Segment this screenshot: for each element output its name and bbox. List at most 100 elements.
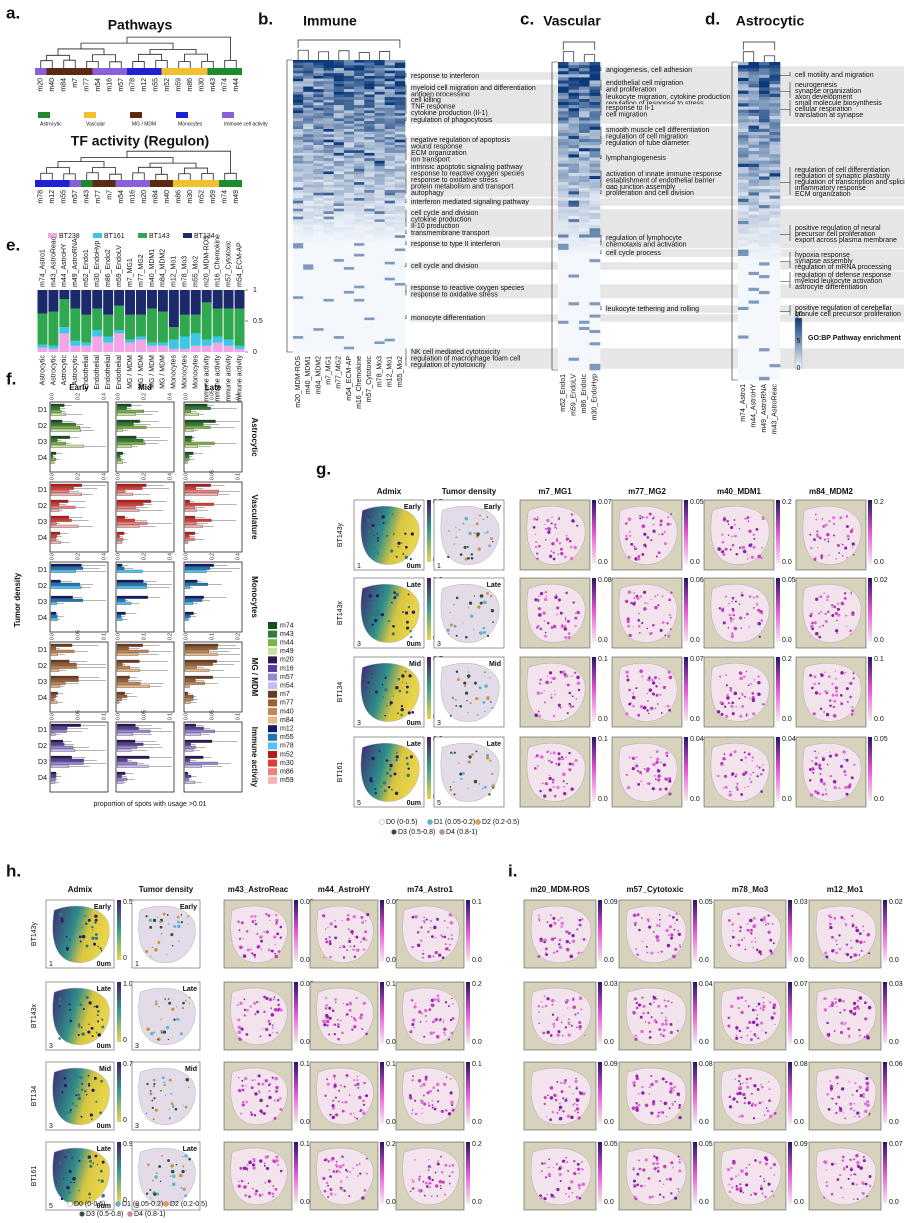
spot	[88, 1155, 91, 1158]
spot	[361, 916, 364, 919]
heatmap-cell	[385, 288, 395, 291]
leaf-label: m12	[141, 78, 148, 92]
spot	[61, 1091, 63, 1093]
group-color-cell	[173, 180, 185, 187]
spot	[753, 607, 755, 609]
heatmap-cell	[759, 250, 770, 253]
heatmap-cell	[354, 161, 364, 164]
heatmap-cell	[738, 326, 749, 329]
box	[185, 775, 191, 778]
heatmap-cell	[738, 275, 749, 278]
spot	[757, 675, 759, 677]
heatmap-cell	[313, 87, 323, 90]
heatmap-cell	[590, 253, 601, 256]
heatmap-cell	[558, 68, 569, 71]
heatmap-cell	[558, 265, 569, 268]
spot	[646, 767, 649, 770]
heatmap-cell	[770, 68, 781, 71]
heatmap-cell	[354, 60, 364, 63]
spot	[479, 686, 482, 689]
heatmap-cell	[579, 299, 590, 302]
colorbar-min: 0.0	[598, 637, 608, 644]
panel-letter: e.	[6, 235, 20, 254]
stage-tag: Late	[487, 741, 502, 748]
dendrogram-branch	[81, 43, 173, 49]
spot	[740, 547, 742, 549]
spot	[356, 1083, 359, 1086]
colorbar	[117, 982, 121, 1042]
spot	[420, 1085, 422, 1087]
spot	[665, 752, 668, 755]
tissue-map	[310, 1062, 378, 1130]
heatmap-cell	[324, 317, 334, 320]
heatmap-cell	[313, 79, 323, 82]
heatmap-cell	[569, 105, 580, 108]
heatmap-cell	[303, 171, 313, 174]
heatmap-cell	[293, 87, 303, 90]
heatmap-cell	[374, 248, 384, 251]
spot	[645, 603, 646, 604]
heatmap-cell	[759, 208, 770, 211]
spot	[397, 542, 400, 545]
heatmap-cell	[293, 254, 303, 257]
spot	[372, 613, 376, 617]
box	[185, 426, 210, 429]
spot	[363, 1189, 366, 1192]
heatmap-cell	[749, 266, 760, 269]
heatmap-cell	[569, 127, 580, 130]
spot	[273, 1196, 274, 1197]
heatmap-cell	[334, 251, 344, 254]
bar-segment	[191, 333, 201, 345]
x-tick-label: 0.0	[49, 713, 55, 720]
heatmap-cell	[313, 278, 323, 281]
spot	[408, 674, 411, 677]
spot	[252, 1163, 255, 1166]
spot	[719, 548, 721, 550]
heatmap-cell	[569, 333, 580, 336]
heatmap-cell	[770, 87, 781, 90]
heatmap-cell	[334, 333, 344, 336]
heatmap-cell	[385, 60, 395, 63]
heatmap-cell	[385, 278, 395, 281]
spot	[401, 705, 403, 707]
heatmap-cell	[558, 127, 569, 130]
spot	[853, 612, 854, 613]
legend-label: m74	[280, 622, 294, 629]
heatmap-cell	[770, 62, 781, 65]
heatmap-cell	[590, 74, 601, 77]
spot	[266, 1105, 268, 1107]
spot	[750, 683, 752, 685]
x-tick-label: 0.1	[167, 713, 173, 720]
leaf-label: m7	[107, 190, 114, 200]
spot	[570, 557, 573, 560]
spot	[175, 1108, 178, 1111]
heatmap-cell	[569, 142, 580, 145]
heatmap-cell	[738, 329, 749, 332]
box	[51, 660, 69, 663]
group-color-cell	[219, 68, 231, 75]
heatmap-cell	[590, 139, 601, 142]
spot	[572, 706, 574, 708]
heatmap-cell	[590, 99, 601, 102]
heatmap-cell	[738, 218, 749, 221]
spot	[268, 949, 271, 952]
spot	[365, 1033, 367, 1035]
spot	[326, 1182, 328, 1184]
heatmap-cell	[749, 183, 760, 186]
heatmap-cell	[749, 103, 760, 106]
spot	[100, 1080, 103, 1083]
heatmap-cell	[374, 206, 384, 209]
spot	[70, 1182, 71, 1183]
heatmap-cell	[354, 116, 364, 119]
spot	[443, 1021, 444, 1022]
spot	[553, 625, 556, 628]
heatmap-cell	[395, 110, 405, 113]
dendrogram-branch	[225, 173, 237, 180]
heatmap-cell	[579, 77, 590, 80]
spot	[86, 996, 89, 999]
heatmap-cell	[579, 308, 590, 311]
spot	[61, 1198, 63, 1200]
heatmap-cell	[303, 164, 313, 167]
spot	[346, 1003, 349, 1006]
spot	[420, 940, 422, 942]
